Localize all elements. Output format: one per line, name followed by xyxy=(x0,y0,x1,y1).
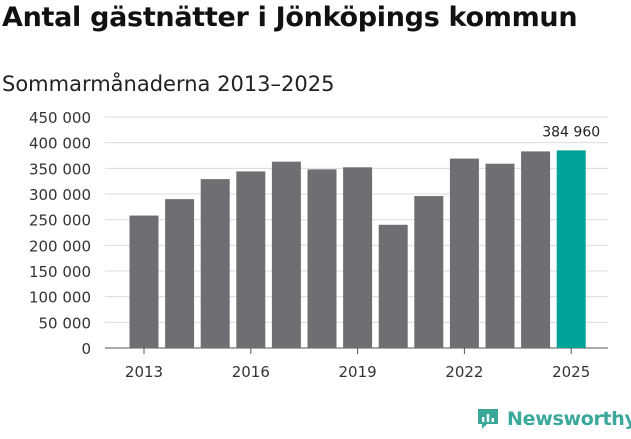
y-tick-label: 50 000 xyxy=(39,314,92,332)
bars xyxy=(129,150,586,348)
bar-2013 xyxy=(129,215,159,348)
bar-2017 xyxy=(271,161,301,348)
x-tick-label: 2013 xyxy=(125,363,163,381)
y-tick-label: 350 000 xyxy=(29,160,91,178)
brand-name: Newsworthy xyxy=(507,408,631,430)
x-tick-label: 2016 xyxy=(232,363,270,381)
newsworthy-logo-icon xyxy=(478,409,498,429)
axis-labels: 0 50 000 100 000 150 000 200 000 250 000 300 0… xyxy=(29,109,600,381)
bar-2022 xyxy=(449,158,479,348)
x-tick-label: 2022 xyxy=(445,363,483,381)
y-tick-label: 450 000 xyxy=(29,109,91,127)
y-tick-label: 250 000 xyxy=(29,212,91,230)
bar-2018 xyxy=(307,169,337,348)
y-tick-label: 400 000 xyxy=(29,135,91,153)
bar-2023 xyxy=(485,163,515,348)
bar-2021 xyxy=(414,196,444,348)
y-tick-label: 200 000 xyxy=(29,237,91,255)
bar-chart: 0 50 000 100 000 150 000 200 000 250 000 300 0… xyxy=(29,109,608,381)
bar-2024 xyxy=(521,151,551,348)
y-tick-label: 0 xyxy=(81,340,91,358)
bar-2019 xyxy=(343,167,373,348)
y-tick-label: 150 000 xyxy=(29,263,91,281)
y-tick-label: 100 000 xyxy=(29,289,91,307)
bar-2016 xyxy=(236,171,266,348)
bar-2015 xyxy=(200,179,230,348)
bar-2020 xyxy=(378,224,408,348)
bar-2014 xyxy=(165,199,195,348)
y-tick-label: 300 000 xyxy=(29,186,91,204)
brand-logo: Newsworthy xyxy=(476,407,631,431)
x-tick-label: 2019 xyxy=(339,363,377,381)
chart-subtitle: Sommarmånaderna 2013–2025 xyxy=(2,72,335,96)
bar-2025 xyxy=(556,150,586,348)
bar-value-label: 384 960 xyxy=(542,124,600,140)
chart-title: Antal gästnätter i Jönköpings kommun xyxy=(2,2,578,33)
x-tick-label: 2025 xyxy=(552,363,590,381)
